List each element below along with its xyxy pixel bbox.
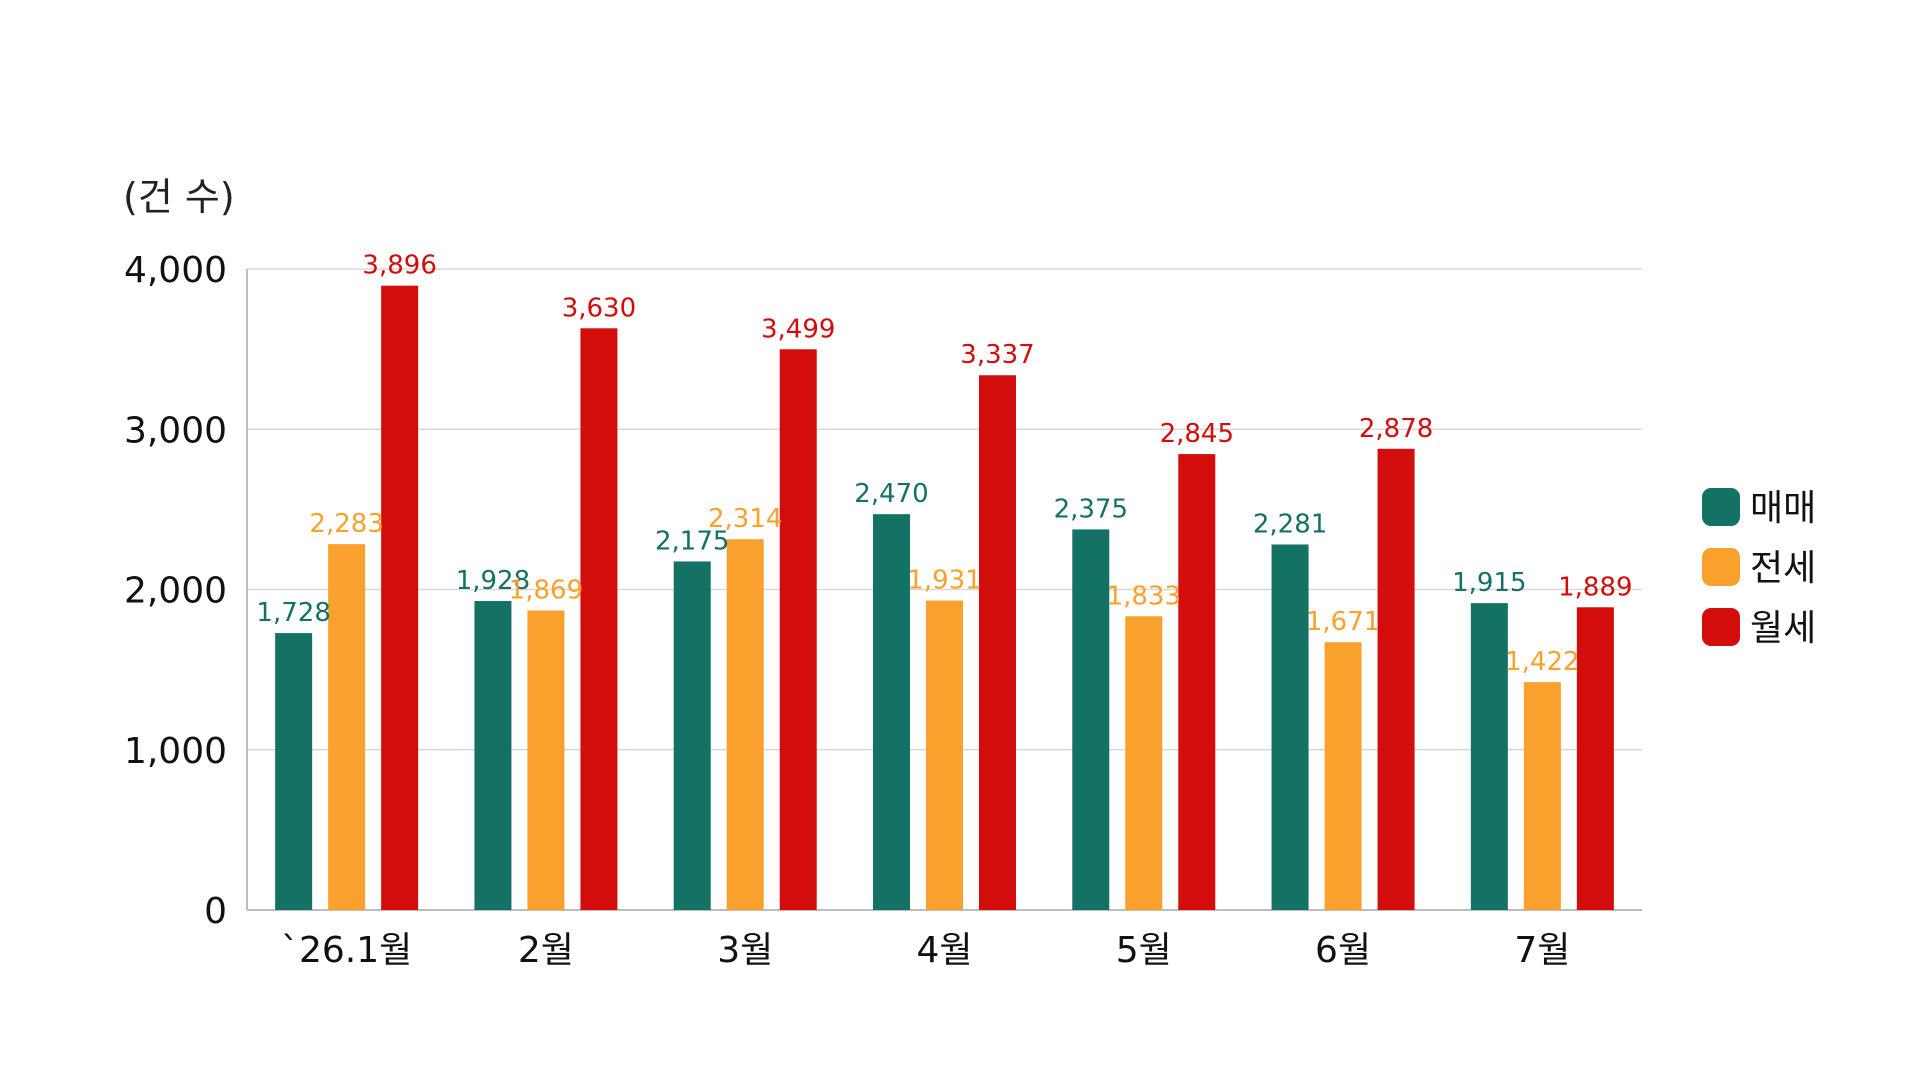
bar: [926, 600, 963, 910]
data-label: 3,896: [362, 251, 436, 281]
x-axis-ticks: `26.1월 2월 3월 4월 5월 6월 7월: [281, 930, 1570, 971]
bar: [580, 328, 618, 911]
data-label: 2,375: [1054, 494, 1128, 524]
data-label: 3,337: [960, 340, 1034, 370]
bars: [275, 285, 1614, 911]
data-label: 2,470: [854, 479, 928, 509]
data-label: 1,915: [1452, 568, 1526, 598]
bar: [1470, 603, 1508, 910]
legend-label: 월세: [1750, 608, 1816, 649]
data-label: 1,928: [456, 566, 530, 596]
bar: [673, 561, 711, 910]
y-tick-label: 1,000: [124, 731, 227, 772]
data-label: 2,281: [1253, 509, 1327, 539]
legend-swatch: [1702, 548, 1740, 586]
bar: [726, 539, 764, 910]
x-tick-label: 3월: [717, 930, 773, 971]
data-label: 1,728: [256, 598, 330, 628]
y-axis-ticks: 0 1,000 2,000 3,000 4,000: [124, 250, 227, 932]
data-label: 2,878: [1359, 414, 1433, 444]
data-label: 2,283: [309, 509, 383, 539]
data-label: 1,931: [907, 566, 981, 596]
bar: [527, 610, 565, 910]
y-tick-label: 0: [204, 891, 227, 932]
data-label: 3,630: [562, 293, 636, 323]
bar: [1523, 682, 1561, 910]
legend-label: 전세: [1750, 548, 1816, 589]
bar: [328, 544, 366, 910]
bar: [1178, 454, 1216, 910]
x-tick-label: 6월: [1315, 930, 1371, 971]
bar: [1072, 529, 1110, 910]
bar: [873, 514, 910, 910]
data-label: 1,869: [509, 575, 583, 605]
data-label: 1,671: [1306, 607, 1380, 637]
x-tick-label: 5월: [1116, 930, 1172, 971]
x-tick-label: 2월: [518, 930, 574, 971]
x-tick-label: 4월: [916, 930, 972, 971]
data-label: 1,422: [1505, 647, 1579, 677]
bar: [1125, 616, 1163, 910]
y-tick-label: 3,000: [124, 410, 227, 451]
legend-swatch: [1702, 608, 1740, 646]
bar: [381, 285, 419, 910]
bar: [779, 349, 817, 910]
x-tick-label: 7월: [1514, 930, 1570, 971]
bar: [1576, 607, 1614, 910]
bar: [275, 633, 313, 910]
bar: [1377, 448, 1415, 910]
data-label: 3,499: [761, 314, 835, 344]
data-label: 2,314: [708, 504, 782, 534]
legend-swatch: [1702, 488, 1740, 526]
y-tick-label: 2,000: [124, 571, 227, 612]
data-label: 1,889: [1558, 572, 1632, 602]
data-label: 2,845: [1160, 419, 1234, 449]
bar: [979, 375, 1016, 911]
bar: [1271, 544, 1309, 910]
y-tick-label: 4,000: [124, 250, 227, 291]
bar: [1324, 642, 1362, 910]
bar: [474, 601, 512, 910]
x-tick-label: `26.1월: [281, 930, 412, 971]
data-label: 1,833: [1107, 581, 1181, 611]
y-axis-label: (건 수): [123, 175, 235, 219]
legend-label: 매매: [1750, 488, 1816, 529]
data-label: 2,175: [655, 526, 729, 556]
